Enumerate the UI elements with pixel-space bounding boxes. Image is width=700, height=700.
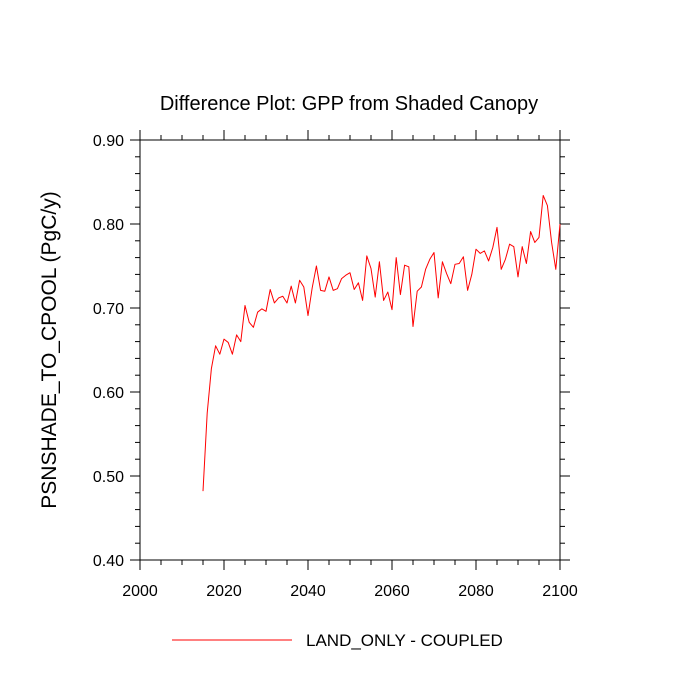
y-tick-label: 0.80 — [93, 217, 124, 234]
legend: LAND_ONLY - COUPLED — [172, 631, 503, 650]
y-tick-label: 0.90 — [93, 133, 124, 150]
axes-group: 2000 2020 2040 2060 2080 2100 0.40 0.50 0.60 0.70… — [93, 130, 578, 600]
y-tick-label: 0.70 — [93, 301, 124, 318]
legend-label: LAND_ONLY - COUPLED — [306, 631, 503, 650]
x-tick-label: 2100 — [542, 583, 578, 600]
x-tick-label: 2080 — [458, 583, 494, 600]
y-tick-label: 0.50 — [93, 469, 124, 486]
y-tick-label: 0.40 — [93, 553, 124, 570]
plot-frame — [139, 139, 561, 561]
x-tick-label: 2020 — [206, 583, 242, 600]
y-tick-label: 0.60 — [93, 385, 124, 402]
plot-area — [202, 194, 561, 492]
chart-title: Difference Plot: GPP from Shaded Canopy — [160, 93, 538, 115]
x-tick-label: 2000 — [122, 583, 158, 600]
x-tick-label: 2060 — [374, 583, 410, 600]
y-axis-label: PSNSHADE_TO_CPOOL (PgC/y) — [38, 191, 61, 508]
x-tick-label: 2040 — [290, 583, 326, 600]
series-line — [202, 194, 561, 492]
